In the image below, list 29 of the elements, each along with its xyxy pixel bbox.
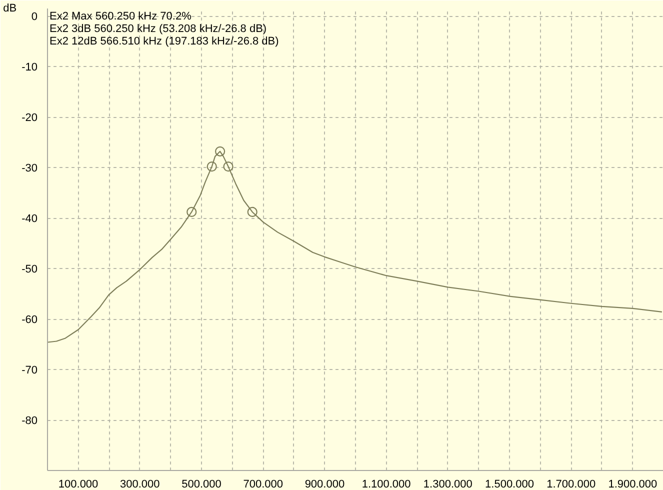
y-tick-label: -50 <box>22 264 38 276</box>
y-tick-label: -60 <box>22 314 38 326</box>
line-series <box>48 150 663 343</box>
x-tick-label: 700.000 <box>243 478 283 490</box>
x-tick-label: 1.900.000 <box>608 478 658 490</box>
point <box>247 206 258 218</box>
y-tick-label: -70 <box>22 364 38 377</box>
point <box>215 146 226 156</box>
y-tick-label: 0 <box>31 11 38 24</box>
y-tick-label: -20 <box>22 112 38 124</box>
point <box>223 162 234 172</box>
x-tick-label: 500.000 <box>182 478 222 490</box>
annotation: Ex2 12dB 566.510 kHz (197.183 kHz/-26.8 dB) <box>50 36 279 48</box>
x-tick-label: 1.500.000 <box>485 478 534 490</box>
point <box>206 162 217 172</box>
y-tick-label: -10 <box>22 62 38 74</box>
point <box>186 206 197 218</box>
y-tick-label: -80 <box>22 415 38 428</box>
x-tick-label: 900.000 <box>304 478 345 490</box>
x-tick-label: 300.000 <box>120 478 160 490</box>
annotation: Ex2 Max 560.250 kHz 70.2% <box>50 10 192 22</box>
x-tick-label: 1.700.000 <box>546 478 596 490</box>
x-tick-label: 100.000 <box>58 478 98 490</box>
annotation: Ex2 3dB 560.250 kHz (53.208 kHz/-26.8 dB) <box>50 23 267 35</box>
y-tick-label: -40 <box>22 213 38 226</box>
x-tick-label: 1.300.000 <box>423 478 472 490</box>
y-tick-label: -30 <box>22 162 38 175</box>
x-tick-label: 1.100.000 <box>362 478 411 490</box>
y-axis-title: dB <box>3 2 17 14</box>
